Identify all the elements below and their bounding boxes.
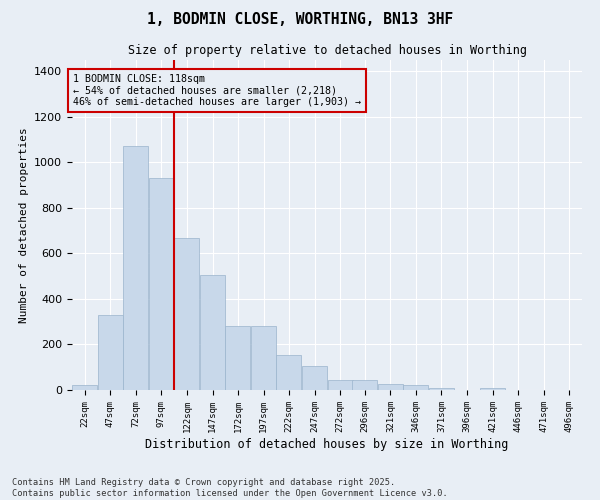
- Text: 1 BODMIN CLOSE: 118sqm
← 54% of detached houses are smaller (2,218)
46% of semi-: 1 BODMIN CLOSE: 118sqm ← 54% of detached…: [73, 74, 361, 107]
- Bar: [328, 380, 353, 390]
- X-axis label: Distribution of detached houses by size in Worthing: Distribution of detached houses by size …: [145, 438, 509, 450]
- Bar: [377, 384, 403, 390]
- Bar: [352, 380, 377, 390]
- Y-axis label: Number of detached properties: Number of detached properties: [19, 127, 29, 323]
- Bar: [403, 386, 428, 390]
- Bar: [149, 178, 173, 390]
- Bar: [428, 388, 454, 390]
- Bar: [123, 146, 148, 390]
- Text: Contains HM Land Registry data © Crown copyright and database right 2025.
Contai: Contains HM Land Registry data © Crown c…: [12, 478, 448, 498]
- Bar: [98, 315, 122, 390]
- Bar: [72, 386, 97, 390]
- Bar: [226, 326, 250, 390]
- Bar: [302, 366, 327, 390]
- Title: Size of property relative to detached houses in Worthing: Size of property relative to detached ho…: [128, 44, 527, 58]
- Bar: [277, 354, 301, 390]
- Bar: [480, 388, 505, 390]
- Bar: [200, 275, 225, 390]
- Text: 1, BODMIN CLOSE, WORTHING, BN13 3HF: 1, BODMIN CLOSE, WORTHING, BN13 3HF: [147, 12, 453, 28]
- Bar: [251, 326, 276, 390]
- Bar: [174, 238, 199, 390]
